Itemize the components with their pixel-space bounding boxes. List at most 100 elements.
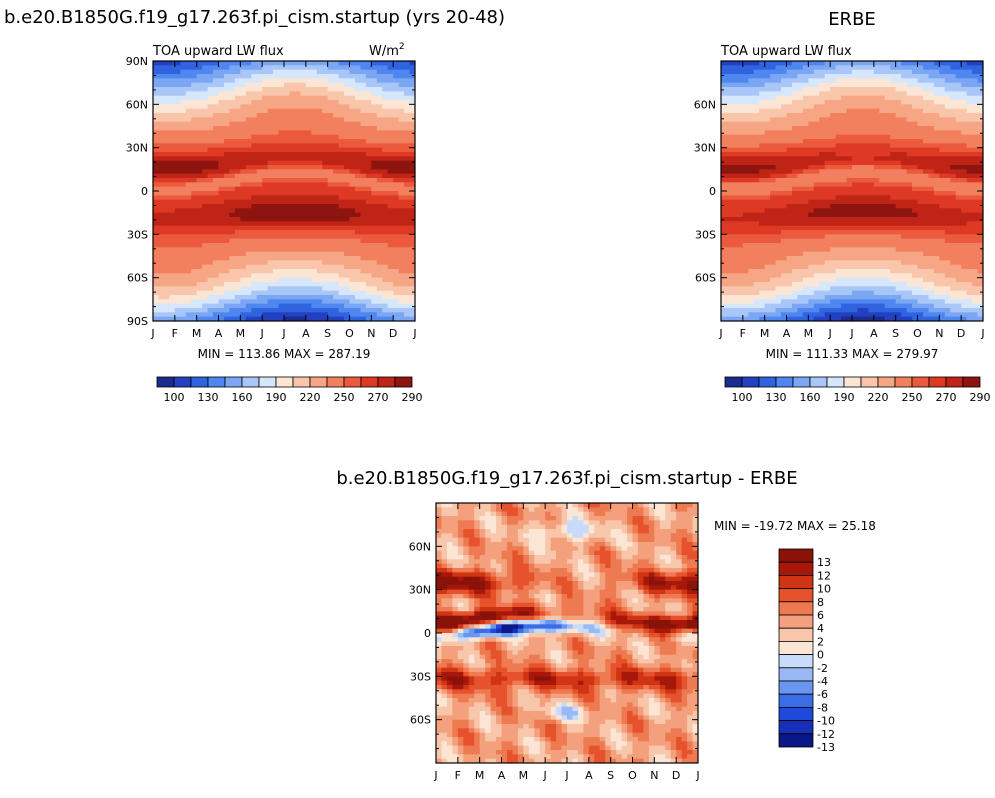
contour-cell — [240, 169, 258, 175]
contour-cell — [365, 139, 415, 144]
contour-cell — [616, 589, 623, 595]
contour-cell — [594, 550, 612, 556]
contour-cell — [452, 750, 459, 755]
contour-cell — [446, 559, 470, 565]
contour-cell — [912, 303, 935, 309]
contour-cell — [360, 238, 415, 244]
contour-cell — [490, 689, 508, 695]
colorbar-box — [911, 376, 930, 388]
contour-cell — [605, 667, 612, 673]
contour-cell — [917, 299, 946, 305]
contour-cell — [539, 737, 546, 742]
contour-cell — [485, 737, 497, 742]
contour-cell — [567, 654, 574, 660]
contour-cell — [950, 260, 983, 266]
contour-cell — [610, 555, 617, 560]
contour-cell — [490, 667, 508, 673]
contour-cell — [605, 572, 634, 578]
contour-cell — [721, 277, 771, 283]
contour-cell — [556, 602, 563, 608]
contour-cell — [490, 676, 508, 682]
contour-cell — [534, 607, 541, 612]
contour-cell — [441, 555, 448, 560]
contour-cell — [234, 186, 356, 192]
contour-cell — [436, 637, 443, 643]
contour-cell — [452, 724, 470, 729]
contour-cell — [545, 750, 568, 755]
contour-cell — [665, 516, 677, 521]
contour-cell — [577, 659, 590, 664]
contour-cell — [605, 637, 617, 643]
contour-cell — [665, 581, 688, 586]
contour-cell — [753, 69, 788, 75]
contour-cell — [966, 108, 983, 114]
contour-cell — [468, 615, 497, 621]
contour-cell — [594, 654, 612, 660]
contour-cell — [436, 646, 443, 651]
contour-cell — [681, 641, 698, 647]
contour-cell — [670, 507, 677, 513]
contour-cell — [588, 524, 595, 530]
contour-cell — [599, 607, 612, 612]
diff-min-max: MIN = -19.72 MAX = 25.18 — [714, 519, 876, 533]
contour-cell — [556, 576, 568, 582]
contour-cell — [528, 611, 535, 617]
contour-cell — [621, 711, 628, 716]
contour-cell — [561, 724, 568, 729]
contour-cell — [496, 641, 503, 647]
contour-cell — [567, 637, 574, 643]
contour-cell — [457, 524, 475, 530]
contour-cell — [659, 572, 666, 578]
contour-cell — [599, 728, 612, 734]
contour-cell — [583, 594, 601, 599]
contour-cell — [577, 711, 584, 716]
contour-cell — [561, 711, 579, 716]
contour-cell — [665, 745, 672, 751]
contour-cell — [463, 758, 486, 763]
contour-cell — [681, 628, 694, 634]
contour-cell — [687, 507, 698, 513]
contour-cell — [670, 633, 677, 638]
contour-cell — [605, 633, 612, 638]
contour-cell — [572, 503, 579, 508]
contour-cell — [550, 546, 579, 552]
contour-cell — [692, 650, 698, 656]
contour-cell — [610, 550, 617, 556]
contour-cell — [468, 542, 481, 547]
contour-cell — [583, 724, 601, 729]
contour-cell — [344, 251, 415, 257]
contour-cell — [632, 724, 645, 729]
contour-cell — [605, 663, 612, 669]
colorbar-box — [326, 376, 345, 388]
colorbar-box — [190, 376, 209, 388]
contour-cell — [468, 624, 475, 630]
contour-cell — [659, 633, 666, 638]
contour-cell — [180, 61, 220, 66]
contour-cell — [599, 689, 606, 695]
contour-cell — [490, 576, 497, 582]
colorbar-box — [778, 601, 814, 616]
contour-cell — [577, 650, 584, 656]
contour-cell — [665, 689, 677, 695]
contour-cell — [648, 559, 655, 565]
contour-cell — [721, 225, 983, 231]
contour-cell — [545, 511, 552, 517]
contour-cell — [588, 685, 595, 690]
contour-cell — [506, 533, 519, 539]
contour-cell — [523, 741, 541, 747]
contour-cell — [523, 667, 530, 673]
contour-cell — [922, 65, 951, 71]
contour-cell — [501, 754, 508, 760]
contour-cell — [338, 282, 367, 287]
contour-cell — [550, 589, 557, 595]
contour-cell — [550, 598, 557, 604]
contour-cell — [506, 563, 514, 569]
contour-cell — [966, 61, 983, 66]
contour-cell — [961, 264, 983, 270]
contour-cell — [659, 563, 683, 569]
colorbar-box — [877, 376, 896, 388]
x-tick-label: O — [628, 769, 637, 782]
x-tick-label: J — [828, 327, 832, 340]
contour-cell — [240, 182, 263, 188]
contour-cell — [721, 286, 777, 292]
